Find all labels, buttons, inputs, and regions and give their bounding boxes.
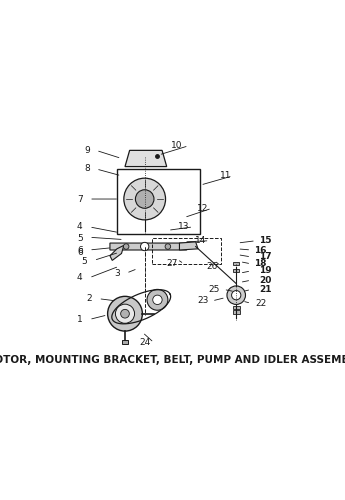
Text: MOTOR, MOUNTING BRACKET, BELT, PUMP AND IDLER ASSEMBLY: MOTOR, MOUNTING BRACKET, BELT, PUMP AND … bbox=[0, 355, 345, 365]
Bar bbox=[117, 169, 200, 234]
Text: 1: 1 bbox=[77, 315, 83, 324]
Bar bbox=[234, 269, 239, 272]
Polygon shape bbox=[125, 150, 167, 166]
Text: 15: 15 bbox=[259, 236, 272, 245]
Text: 27: 27 bbox=[167, 260, 178, 268]
Circle shape bbox=[108, 296, 142, 331]
Text: 13: 13 bbox=[178, 222, 190, 232]
Text: 25: 25 bbox=[208, 285, 220, 294]
Text: 20: 20 bbox=[259, 276, 272, 284]
Text: 18: 18 bbox=[254, 260, 267, 268]
Text: 5: 5 bbox=[81, 257, 87, 266]
Text: 6: 6 bbox=[77, 248, 83, 257]
Bar bbox=[122, 340, 128, 344]
Circle shape bbox=[227, 286, 246, 304]
Text: 8: 8 bbox=[84, 164, 90, 173]
Polygon shape bbox=[110, 243, 191, 250]
Circle shape bbox=[140, 242, 149, 250]
Text: 23: 23 bbox=[197, 296, 208, 306]
Text: 14: 14 bbox=[195, 236, 206, 245]
Text: 5: 5 bbox=[77, 234, 83, 243]
Text: 24: 24 bbox=[139, 338, 150, 347]
Circle shape bbox=[165, 244, 171, 250]
Circle shape bbox=[124, 178, 166, 220]
Text: 21: 21 bbox=[259, 285, 272, 294]
Polygon shape bbox=[179, 242, 198, 250]
Circle shape bbox=[121, 310, 129, 318]
Text: 3: 3 bbox=[114, 268, 120, 278]
Bar bbox=[152, 238, 221, 264]
Text: 10: 10 bbox=[171, 141, 183, 150]
Text: 4: 4 bbox=[77, 222, 82, 232]
Text: 16: 16 bbox=[254, 246, 267, 254]
Circle shape bbox=[147, 290, 168, 310]
Text: 9: 9 bbox=[84, 146, 90, 155]
Text: 19: 19 bbox=[259, 266, 272, 276]
Bar bbox=[234, 262, 239, 265]
Text: 4: 4 bbox=[77, 274, 82, 282]
Bar bbox=[233, 310, 240, 314]
Polygon shape bbox=[110, 246, 124, 260]
Text: 11: 11 bbox=[220, 172, 231, 180]
Text: 6: 6 bbox=[77, 246, 83, 254]
Circle shape bbox=[153, 295, 162, 304]
Text: 12: 12 bbox=[197, 204, 208, 213]
Text: 2: 2 bbox=[86, 294, 92, 303]
Text: 7: 7 bbox=[77, 194, 83, 203]
Bar bbox=[233, 306, 240, 309]
Circle shape bbox=[116, 304, 135, 324]
Text: 26: 26 bbox=[206, 262, 218, 270]
Text: 17: 17 bbox=[259, 252, 272, 262]
Circle shape bbox=[136, 190, 154, 208]
Text: 22: 22 bbox=[255, 299, 266, 308]
Circle shape bbox=[124, 244, 129, 250]
Circle shape bbox=[231, 290, 241, 300]
